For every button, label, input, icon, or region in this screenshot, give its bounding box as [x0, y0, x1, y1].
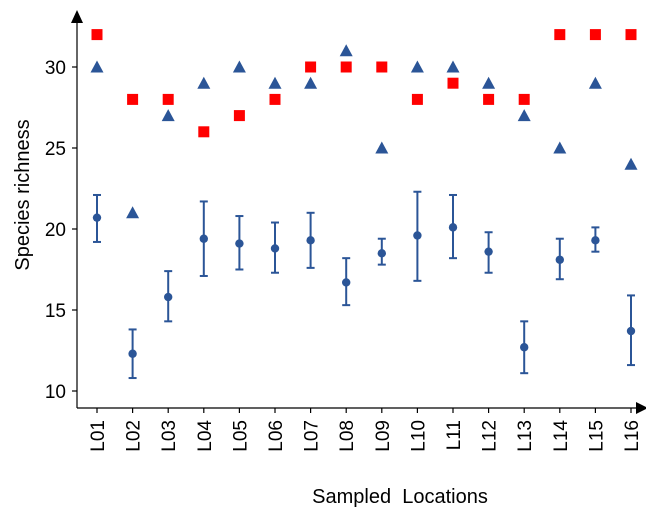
x-tick-label: L06	[266, 420, 287, 452]
y-tick-label: 30	[45, 58, 66, 79]
mean-point	[199, 234, 208, 243]
x-tick-label: L07	[302, 420, 323, 452]
x-axis-arrow-icon	[636, 402, 646, 414]
triangle-marker	[517, 109, 531, 122]
x-tick-label: L02	[124, 420, 145, 452]
mean-point	[555, 255, 564, 264]
triangle-marker	[232, 60, 246, 73]
x-tick-label: L16	[622, 420, 643, 452]
square-marker	[376, 61, 388, 73]
y-tick-label: 15	[45, 301, 66, 322]
triangle-marker	[90, 60, 104, 73]
mean-point	[413, 231, 422, 240]
triangle-marker	[268, 76, 282, 89]
square-marker	[233, 110, 245, 122]
mean-point	[520, 343, 529, 352]
y-tick-label: 25	[45, 139, 66, 160]
square-marker	[554, 29, 566, 41]
x-tick-label: L01	[88, 420, 109, 452]
x-tick-label: L13	[515, 420, 536, 452]
x-tick-label: L08	[337, 420, 358, 452]
x-tick-label: L04	[195, 420, 216, 452]
triangle-marker	[375, 141, 389, 154]
square-marker	[447, 77, 459, 89]
square-marker	[483, 93, 495, 105]
square-marker	[518, 93, 530, 105]
series-triangle	[90, 44, 638, 219]
mean-point	[306, 236, 315, 245]
mean-point	[626, 326, 636, 336]
x-tick-label: L10	[408, 420, 429, 452]
series-layer	[90, 29, 638, 380]
square-marker	[589, 29, 601, 41]
triangle-marker	[161, 109, 175, 122]
square-marker	[269, 93, 281, 105]
square-marker	[127, 93, 139, 105]
y-tick-label: 20	[45, 220, 66, 241]
square-marker	[162, 93, 174, 105]
series-circle-errorbar	[92, 190, 636, 380]
triangle-marker	[446, 60, 460, 73]
y-tick-label: 10	[45, 382, 66, 403]
square-marker	[305, 61, 317, 73]
triangle-marker	[588, 76, 602, 89]
square-marker	[340, 61, 352, 73]
series-square	[91, 29, 637, 138]
mean-point	[448, 223, 458, 232]
axes	[71, 10, 646, 414]
mean-point	[270, 244, 280, 253]
square-marker	[411, 93, 423, 105]
y-ticks: 10 15 20 25 30	[45, 58, 77, 403]
mean-point	[342, 278, 351, 287]
mean-point	[377, 249, 386, 258]
mean-point	[484, 247, 493, 256]
triangle-marker	[304, 76, 318, 89]
triangle-marker	[624, 157, 638, 170]
y-axis-label: Species richness	[12, 119, 34, 270]
triangle-marker	[197, 76, 211, 89]
triangle-marker	[482, 76, 496, 89]
x-tick-label: L14	[551, 420, 572, 452]
mean-point	[128, 349, 137, 358]
triangle-marker	[339, 44, 353, 57]
x-tick-label: L09	[373, 420, 394, 452]
triangle-marker	[553, 141, 567, 154]
x-axis-label: Sampled Locations	[312, 486, 488, 508]
mean-point	[235, 239, 244, 248]
square-marker	[91, 29, 103, 41]
mean-point	[591, 236, 600, 245]
triangle-marker	[410, 60, 424, 73]
square-marker	[625, 29, 637, 41]
x-tick-label: L15	[586, 420, 607, 452]
mean-point	[164, 292, 173, 302]
y-axis-arrow-icon	[71, 10, 83, 23]
x-tick-label: L12	[480, 420, 501, 452]
x-ticks: L01 L02 L03 L04 L05 L06 L07 L08 L09 L10 L11 L12 L13 L…	[88, 408, 643, 452]
square-marker	[198, 126, 210, 138]
triangle-marker	[126, 206, 140, 219]
mean-point	[92, 213, 102, 222]
x-tick-label: L11	[444, 420, 465, 450]
x-tick-label: L03	[159, 420, 180, 452]
x-tick-label: L05	[230, 420, 251, 452]
